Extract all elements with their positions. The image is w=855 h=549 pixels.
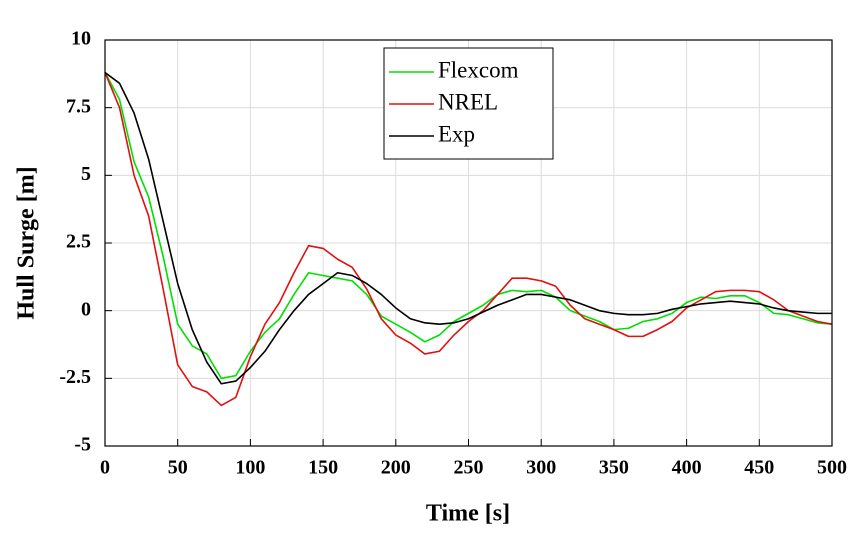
legend-label: NREL (438, 89, 498, 114)
x-tick-label: 150 (308, 457, 338, 479)
line-series (104, 71, 832, 385)
y-tick-label: 0 (81, 298, 91, 320)
plot-frame (104, 39, 833, 447)
line-series (104, 72, 833, 407)
y-axis-label: Hull Surge [m] (14, 166, 40, 319)
x-tick-label: 500 (817, 457, 847, 479)
x-tick-label: 350 (599, 457, 629, 479)
x-tick-label: 250 (454, 457, 484, 479)
y-tick-label: -5 (74, 434, 91, 456)
x-axis-label: Time [s] (426, 501, 510, 527)
x-tick-label: 300 (526, 457, 556, 479)
x-tick-label: 400 (672, 457, 702, 479)
legend-label: Flexcom (438, 57, 519, 82)
line-series (104, 72, 833, 380)
legend-label: Exp (438, 121, 475, 146)
y-tick-label: 7.5 (66, 95, 91, 117)
x-tick-label: 100 (235, 457, 265, 479)
y-tick-label: 10 (71, 28, 91, 50)
x-tick-label: 450 (744, 457, 774, 479)
y-tick-label: 5 (81, 163, 91, 185)
y-tick-label: -2.5 (59, 366, 91, 388)
x-tick-label: 50 (168, 457, 188, 479)
y-tick-label: 2.5 (66, 231, 91, 253)
x-tick-label: 200 (381, 457, 411, 479)
x-tick-label: 0 (100, 457, 110, 479)
